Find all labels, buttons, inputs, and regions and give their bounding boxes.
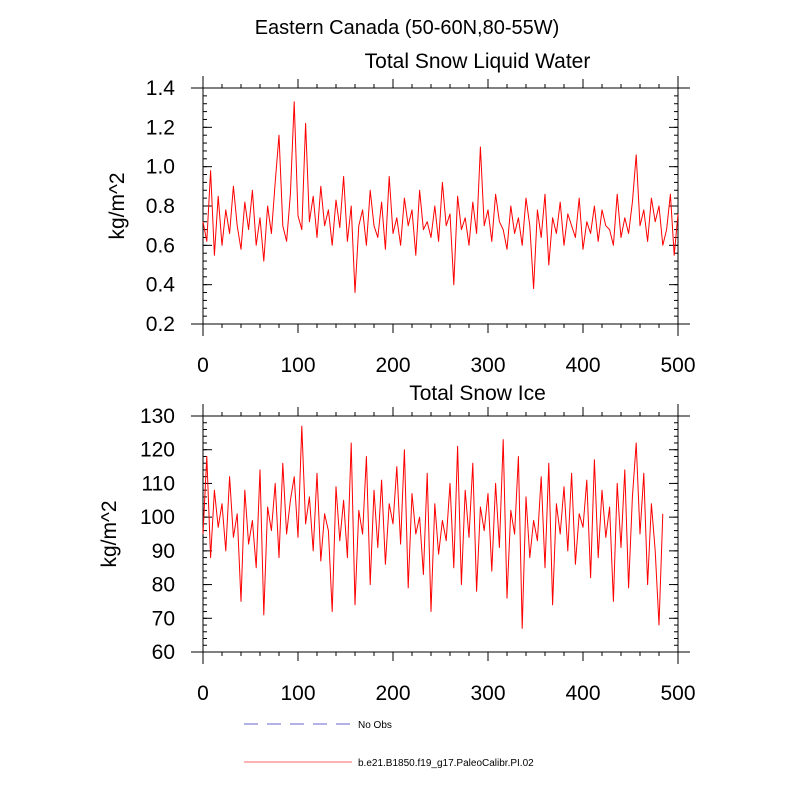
x-tick-label: 200 bbox=[375, 354, 410, 377]
y-tick-label: 0.6 bbox=[146, 234, 175, 257]
x-tick-label: 500 bbox=[660, 682, 695, 705]
y-tick-label: 110 bbox=[142, 472, 175, 495]
y-tick-label: 120 bbox=[140, 439, 175, 462]
legend-label-no-obs: No Obs bbox=[358, 720, 392, 731]
y-tick-label: 1.4 bbox=[146, 77, 176, 100]
legend-label-model: b.e21.B1850.f19_g17.PaleoCalibr.PI.02 bbox=[358, 758, 534, 769]
y-tick-label: 70 bbox=[152, 607, 175, 630]
series-line-0 bbox=[202, 425, 664, 629]
x-tick-label: 300 bbox=[470, 682, 505, 705]
y-tick-label: 80 bbox=[152, 574, 175, 597]
series-line-0 bbox=[202, 101, 679, 293]
panel-snow-liquid-water: Total Snow Liquid Water kg/m^2 0.2 0.4 0.6 0.… bbox=[106, 50, 696, 377]
panel-snow-ice: Total Snow Ice kg/m^2 60 70 80 90 100 110 120 130… bbox=[98, 382, 696, 705]
y-tick-label: 100 bbox=[140, 506, 175, 529]
x-tick-label: 0 bbox=[197, 682, 209, 705]
y-tick-label: 90 bbox=[152, 540, 175, 563]
y-axis-label: kg/m^2 bbox=[98, 500, 121, 567]
x-tick-label: 400 bbox=[565, 682, 600, 705]
y-tick-label: 130 bbox=[140, 405, 175, 428]
legend: No Obs b.e21.B1850.f19_g17.PaleoCalibr.P… bbox=[244, 720, 534, 769]
y-tick-label: 60 bbox=[152, 641, 175, 664]
y-tick-label: 0.8 bbox=[146, 195, 175, 218]
y-tick-label: 0.4 bbox=[146, 274, 176, 297]
x-tick-label: 200 bbox=[375, 682, 410, 705]
y-tick-label: 1.2 bbox=[146, 116, 175, 139]
x-tick-label: 100 bbox=[280, 682, 315, 705]
panel-title: Total Snow Ice bbox=[409, 382, 546, 405]
x-tick-label: 500 bbox=[660, 354, 695, 377]
panel-title: Total Snow Liquid Water bbox=[365, 50, 591, 73]
y-axis-label: kg/m^2 bbox=[106, 172, 129, 239]
x-tick-label: 100 bbox=[280, 354, 315, 377]
x-tick-label: 400 bbox=[565, 354, 600, 377]
x-tick-label: 0 bbox=[197, 354, 209, 377]
figure-main-title: Eastern Canada (50-60N,80-55W) bbox=[255, 17, 560, 39]
y-tick-label: 1.0 bbox=[146, 156, 175, 179]
x-tick-label: 300 bbox=[470, 354, 505, 377]
y-tick-label: 0.2 bbox=[146, 313, 175, 336]
